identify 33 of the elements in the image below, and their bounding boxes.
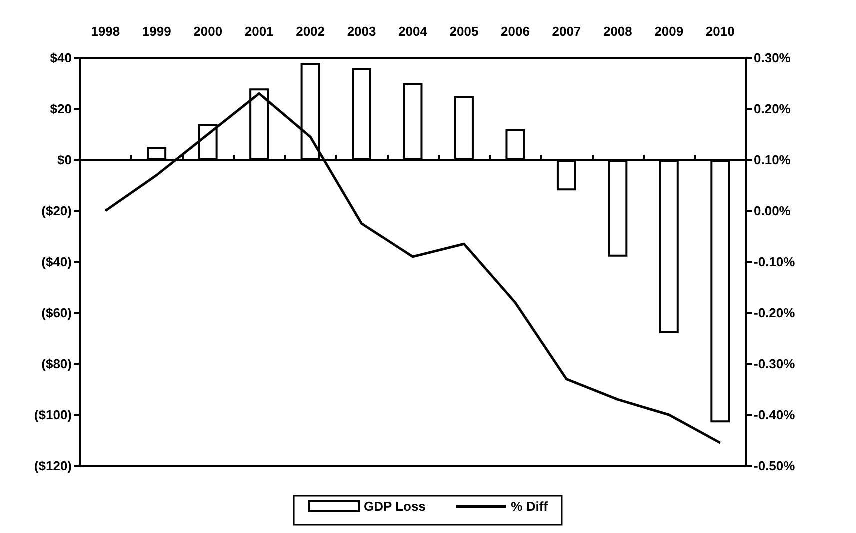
y2-tick-label: -0.50% [754, 458, 796, 474]
y-tick-label: ($100) [34, 408, 72, 422]
y2-tick-label: -0.40% [754, 408, 796, 422]
x-tick-label: 2010 [706, 24, 735, 39]
x-tick-label: 2003 [347, 24, 376, 39]
y-tick-label: ($120) [34, 458, 72, 474]
x-tick-label: 1999 [142, 24, 172, 39]
y2-tick-label: 0.30% [754, 50, 792, 66]
y2-tick-label: 0.10% [754, 152, 792, 168]
y2-tick-label: -0.10% [754, 254, 796, 270]
y-tick-label: ($40) [42, 254, 72, 270]
y2-tick-label: 0.00% [754, 204, 792, 218]
legend-label: % Diff [511, 499, 549, 514]
y-tick-label: ($60) [42, 306, 72, 320]
y2-tick-label: 0.20% [754, 102, 792, 116]
x-tick-label: 2006 [501, 24, 530, 39]
x-tick-label: 2001 [244, 24, 274, 39]
x-tick-label: 2005 [450, 24, 479, 39]
legend-label: GDP Loss [364, 499, 426, 514]
y2-tick-label: -0.30% [754, 356, 796, 372]
y-tick-label: $20 [50, 102, 72, 116]
x-tick-label: 2002 [296, 24, 325, 39]
y-tick-label: ($80) [42, 356, 72, 372]
x-tick-label: 2007 [552, 24, 582, 39]
y-tick-label: $0 [58, 152, 72, 168]
y2-tick-label: -0.20% [754, 306, 796, 320]
x-tick-label: 2000 [194, 24, 223, 39]
x-tick-label: 2004 [398, 24, 428, 39]
x-tick-label: 2009 [654, 24, 684, 39]
y-tick-label: $40 [50, 50, 72, 66]
x-tick-label: 2008 [603, 24, 632, 39]
y-tick-label: ($20) [42, 204, 72, 218]
x-tick-label: 1998 [91, 24, 120, 39]
